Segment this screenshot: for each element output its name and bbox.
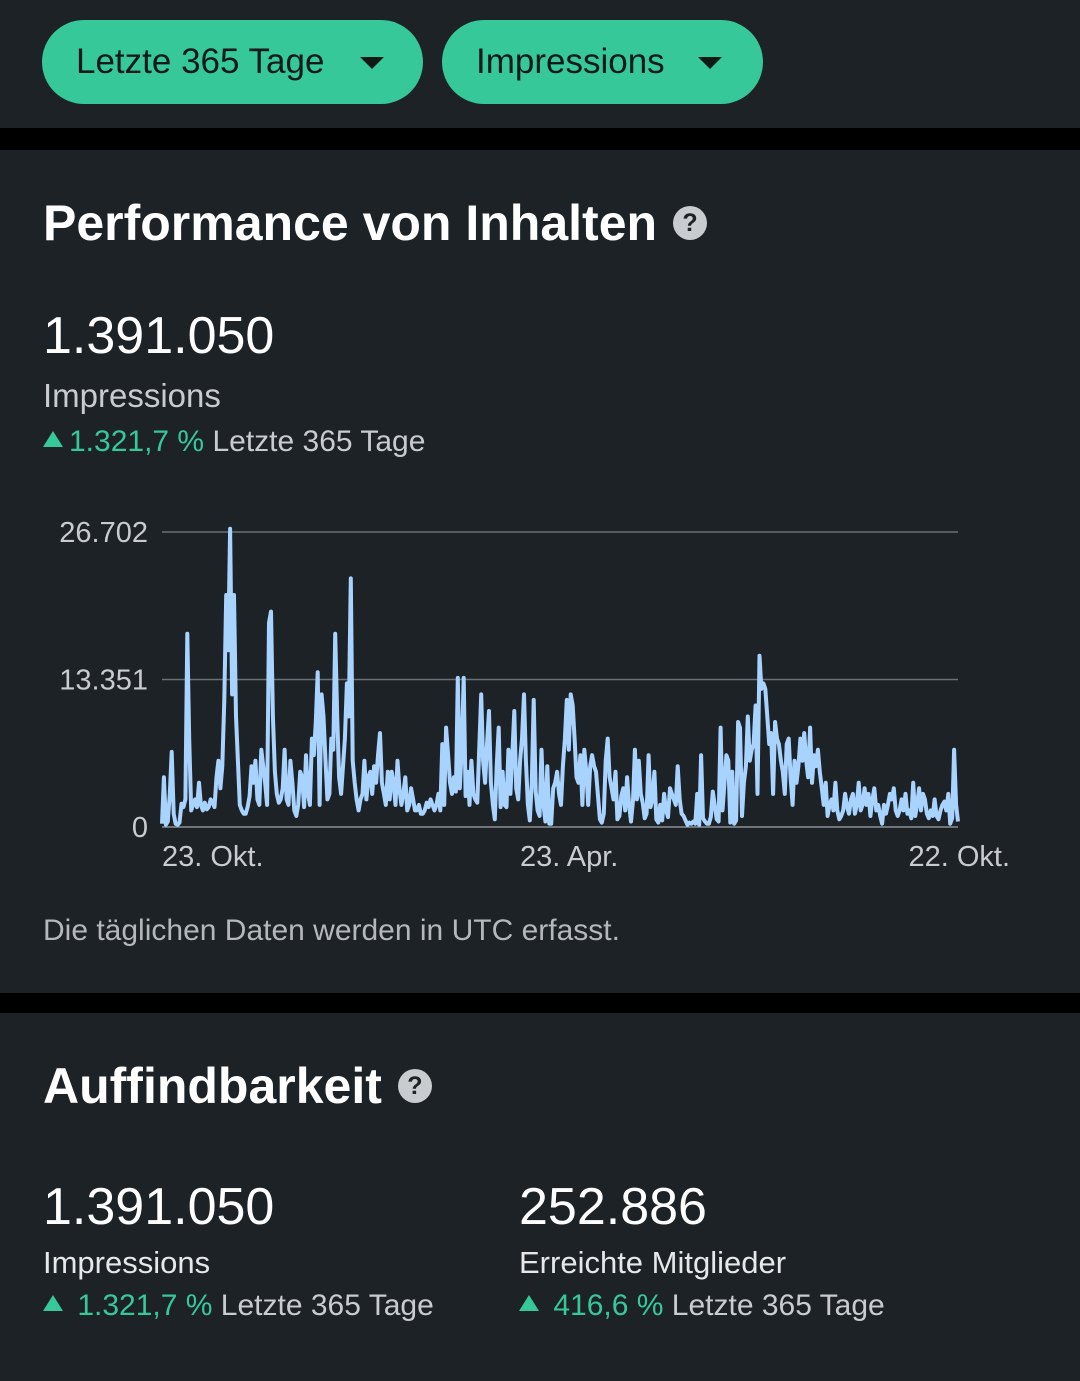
performance-card: Performance von Inhalten ? 1.391.050 Imp… (0, 150, 1080, 993)
y-tick-label: 0 (132, 812, 148, 844)
impressions-series-line (160, 526, 960, 827)
chart-gridlines (162, 531, 958, 828)
y-tick-label: 26.702 (59, 517, 148, 549)
discoverability-card: Auffindbarkeit ? 1.391.050 Impressions 1… (0, 1013, 1080, 1381)
members-period: Letzte 365 Tage (671, 1289, 885, 1322)
x-tick-label: 23. Apr. (520, 841, 618, 873)
impressions-change: 1.321,7 % (77, 1289, 213, 1322)
members-trend: 416,6 % Letzte 365 Tage (519, 1289, 885, 1323)
trend-up-icon (519, 1295, 539, 1312)
performance-trend: 1.321,7 % Letzte 365 Tage (43, 425, 425, 459)
members-label: Erreichte Mitglieder (519, 1245, 787, 1280)
impressions-label: Impressions (43, 1245, 211, 1280)
help-icon[interactable]: ? (673, 206, 708, 240)
impressions-line-chart[interactable]: 26.702 13.351 0 23. Okt. 23. Apr. 22. Okt. (0, 500, 1080, 900)
performance-total: 1.391.050 (43, 307, 275, 365)
x-tick-label: 23. Okt. (162, 841, 264, 873)
chevron-down-icon (360, 57, 384, 69)
chart-y-ticks: 26.702 13.351 0 (59, 517, 148, 844)
discoverability-title: Auffindbarkeit (43, 1058, 382, 1114)
performance-metric-label: Impressions (43, 377, 221, 414)
period-dropdown-label: Letzte 365 Tage (76, 42, 325, 81)
impressions-trend: 1.321,7 % Letzte 365 Tage (43, 1289, 434, 1323)
discoverability-title-row: Auffindbarkeit ? (43, 1057, 432, 1115)
trend-percentage: 1.321,7 % (69, 425, 205, 458)
performance-title-row: Performance von Inhalten ? (43, 194, 708, 252)
members-change: 416,6 % (553, 1289, 664, 1322)
trend-period: Letzte 365 Tage (212, 425, 426, 458)
impressions-value: 1.391.050 (43, 1178, 275, 1236)
impressions-period: Letzte 365 Tage (220, 1289, 434, 1322)
y-tick-label: 13.351 (59, 665, 148, 697)
chart-x-ticks: 23. Okt. 23. Apr. 22. Okt. (162, 841, 1010, 873)
help-icon[interactable]: ? (397, 1069, 432, 1103)
members-value: 252.886 (519, 1178, 707, 1236)
x-tick-label: 22. Okt. (908, 841, 1010, 873)
period-dropdown[interactable]: Letzte 365 Tage (42, 20, 423, 104)
filter-bar: Letzte 365 Tage Impressions (0, 0, 1080, 128)
trend-up-icon (43, 431, 63, 448)
chevron-down-icon (698, 57, 722, 69)
trend-up-icon (43, 1295, 63, 1312)
utc-note: Die täglichen Daten werden in UTC erfass… (43, 914, 620, 947)
metric-dropdown-label: Impressions (476, 42, 665, 81)
metric-dropdown[interactable]: Impressions (442, 20, 763, 104)
performance-title: Performance von Inhalten (43, 195, 658, 251)
